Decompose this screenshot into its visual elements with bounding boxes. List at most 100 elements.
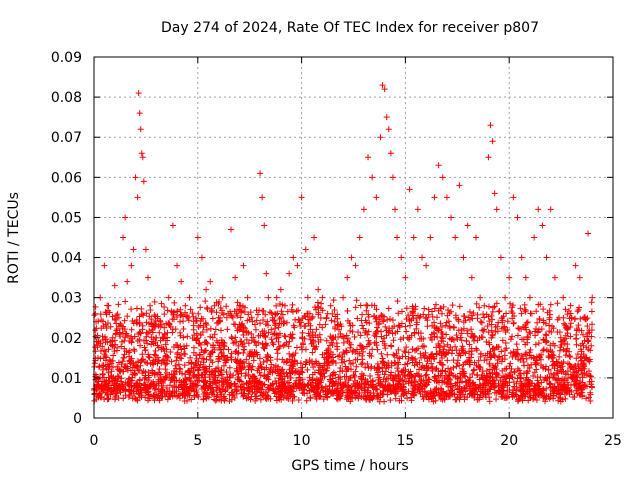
data-point [302, 246, 309, 253]
data-point [220, 393, 227, 400]
data-point [551, 274, 558, 281]
data-point [574, 308, 581, 315]
data-point [125, 393, 132, 400]
data-point [126, 357, 133, 364]
data-point [322, 321, 329, 328]
data-point [466, 348, 473, 355]
data-point [212, 326, 219, 333]
data-point [275, 338, 282, 345]
data-point [390, 375, 397, 382]
data-point [209, 390, 216, 397]
data-point [264, 392, 271, 399]
data-point [381, 398, 388, 405]
data-point [101, 347, 108, 354]
data-point [270, 317, 277, 324]
data-point [304, 366, 311, 373]
data-point [370, 381, 377, 388]
data-point [561, 336, 568, 343]
data-point [177, 366, 184, 373]
data-point [576, 391, 583, 398]
data-point [327, 348, 334, 355]
data-point [576, 274, 583, 281]
data-point [517, 356, 524, 363]
data-point [137, 330, 144, 337]
data-point [202, 320, 209, 327]
data-point [388, 362, 395, 369]
data-point [363, 343, 370, 350]
data-point [234, 350, 241, 357]
data-point [315, 309, 322, 316]
data-point [144, 359, 151, 366]
data-point [188, 385, 195, 392]
data-point [260, 317, 267, 324]
data-point [382, 323, 389, 330]
data-point [162, 359, 169, 366]
data-point [488, 354, 495, 361]
data-point [134, 194, 141, 201]
data-point [368, 363, 375, 370]
data-point [102, 321, 109, 328]
data-point [509, 394, 516, 401]
data-point [517, 305, 524, 312]
data-point [507, 336, 514, 343]
data-point [289, 301, 296, 308]
data-point [581, 313, 588, 320]
data-point [540, 306, 547, 313]
data-point [120, 386, 127, 393]
data-point [583, 395, 590, 402]
data-point [279, 311, 286, 318]
data-point [373, 194, 380, 201]
data-point [131, 348, 138, 355]
data-point [407, 371, 414, 378]
data-point [282, 333, 289, 340]
data-point [136, 321, 143, 328]
data-point [557, 334, 564, 341]
data-point [220, 362, 227, 369]
data-point [459, 343, 466, 350]
data-point [433, 378, 440, 385]
data-point [180, 313, 187, 320]
data-point [239, 390, 246, 397]
data-point [181, 397, 188, 404]
data-point [423, 377, 430, 384]
data-point [449, 302, 456, 309]
data-point [97, 390, 104, 397]
data-point [137, 126, 144, 133]
data-point [97, 340, 104, 347]
data-point [375, 364, 382, 371]
data-point [166, 322, 173, 329]
data-point [276, 330, 283, 337]
data-point [470, 310, 477, 317]
data-point [299, 346, 306, 353]
data-point [128, 333, 135, 340]
data-point [245, 366, 252, 373]
data-point [144, 340, 151, 347]
data-point [122, 392, 129, 399]
data-point [394, 298, 401, 305]
data-point [585, 368, 592, 375]
data-point [352, 262, 359, 269]
data-point [169, 222, 176, 229]
data-point [268, 310, 275, 317]
data-point [196, 377, 203, 384]
data-point [513, 351, 520, 358]
data-point [200, 359, 207, 366]
data-point [156, 329, 163, 336]
data-point [389, 317, 396, 324]
data-point [293, 344, 300, 351]
data-point [495, 354, 502, 361]
data-point [518, 393, 525, 400]
data-point [198, 346, 205, 353]
data-point [502, 347, 509, 354]
data-point [567, 353, 574, 360]
data-point [228, 226, 235, 233]
data-point [131, 382, 138, 389]
data-point [243, 329, 250, 336]
data-point [402, 349, 409, 356]
data-point [433, 325, 440, 332]
data-point [163, 320, 170, 327]
data-point [354, 350, 361, 357]
data-point [491, 366, 498, 373]
data-point [376, 365, 383, 372]
data-point [197, 351, 204, 358]
